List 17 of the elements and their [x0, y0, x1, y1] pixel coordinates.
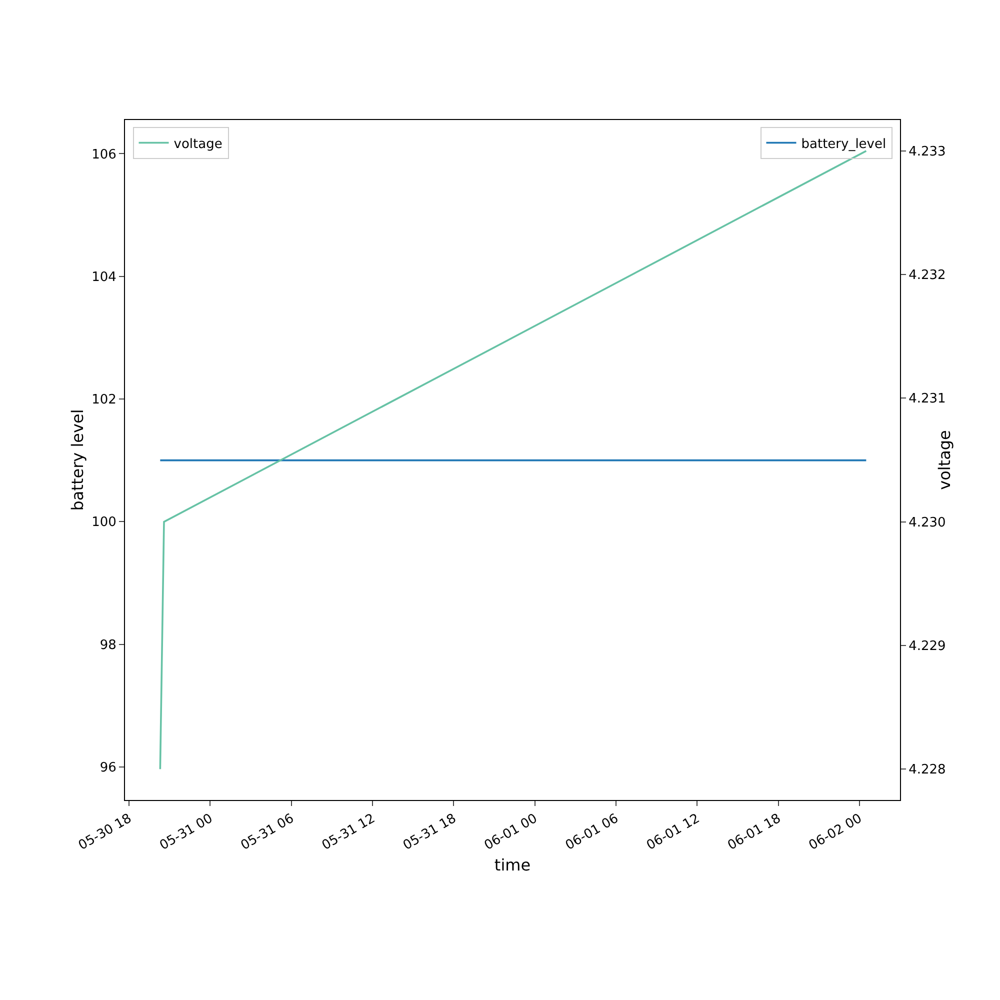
y2-tick-label: 4.231: [908, 392, 946, 407]
y-tick-label: 104: [92, 270, 116, 285]
y-tick-label: 98: [100, 638, 116, 653]
y2-tick-label: 4.228: [908, 762, 946, 778]
y-tick-label: 96: [100, 760, 116, 776]
y2-tick-label: 4.232: [908, 268, 946, 284]
y2-tick-label: 4.229: [908, 639, 946, 654]
y2-tick-label: 4.233: [908, 144, 946, 160]
legend-label: voltage: [174, 136, 222, 152]
x-axis-title: time: [494, 855, 531, 874]
y2-tick-label: 4.230: [908, 515, 946, 530]
y-tick-label: 100: [92, 515, 116, 530]
legend-label: battery_level: [801, 136, 886, 152]
y-axis-title: battery level: [68, 409, 87, 511]
y-tick-label: 106: [92, 147, 116, 162]
y-tick-label: 102: [92, 392, 116, 408]
y2-axis-title: voltage: [935, 430, 954, 490]
